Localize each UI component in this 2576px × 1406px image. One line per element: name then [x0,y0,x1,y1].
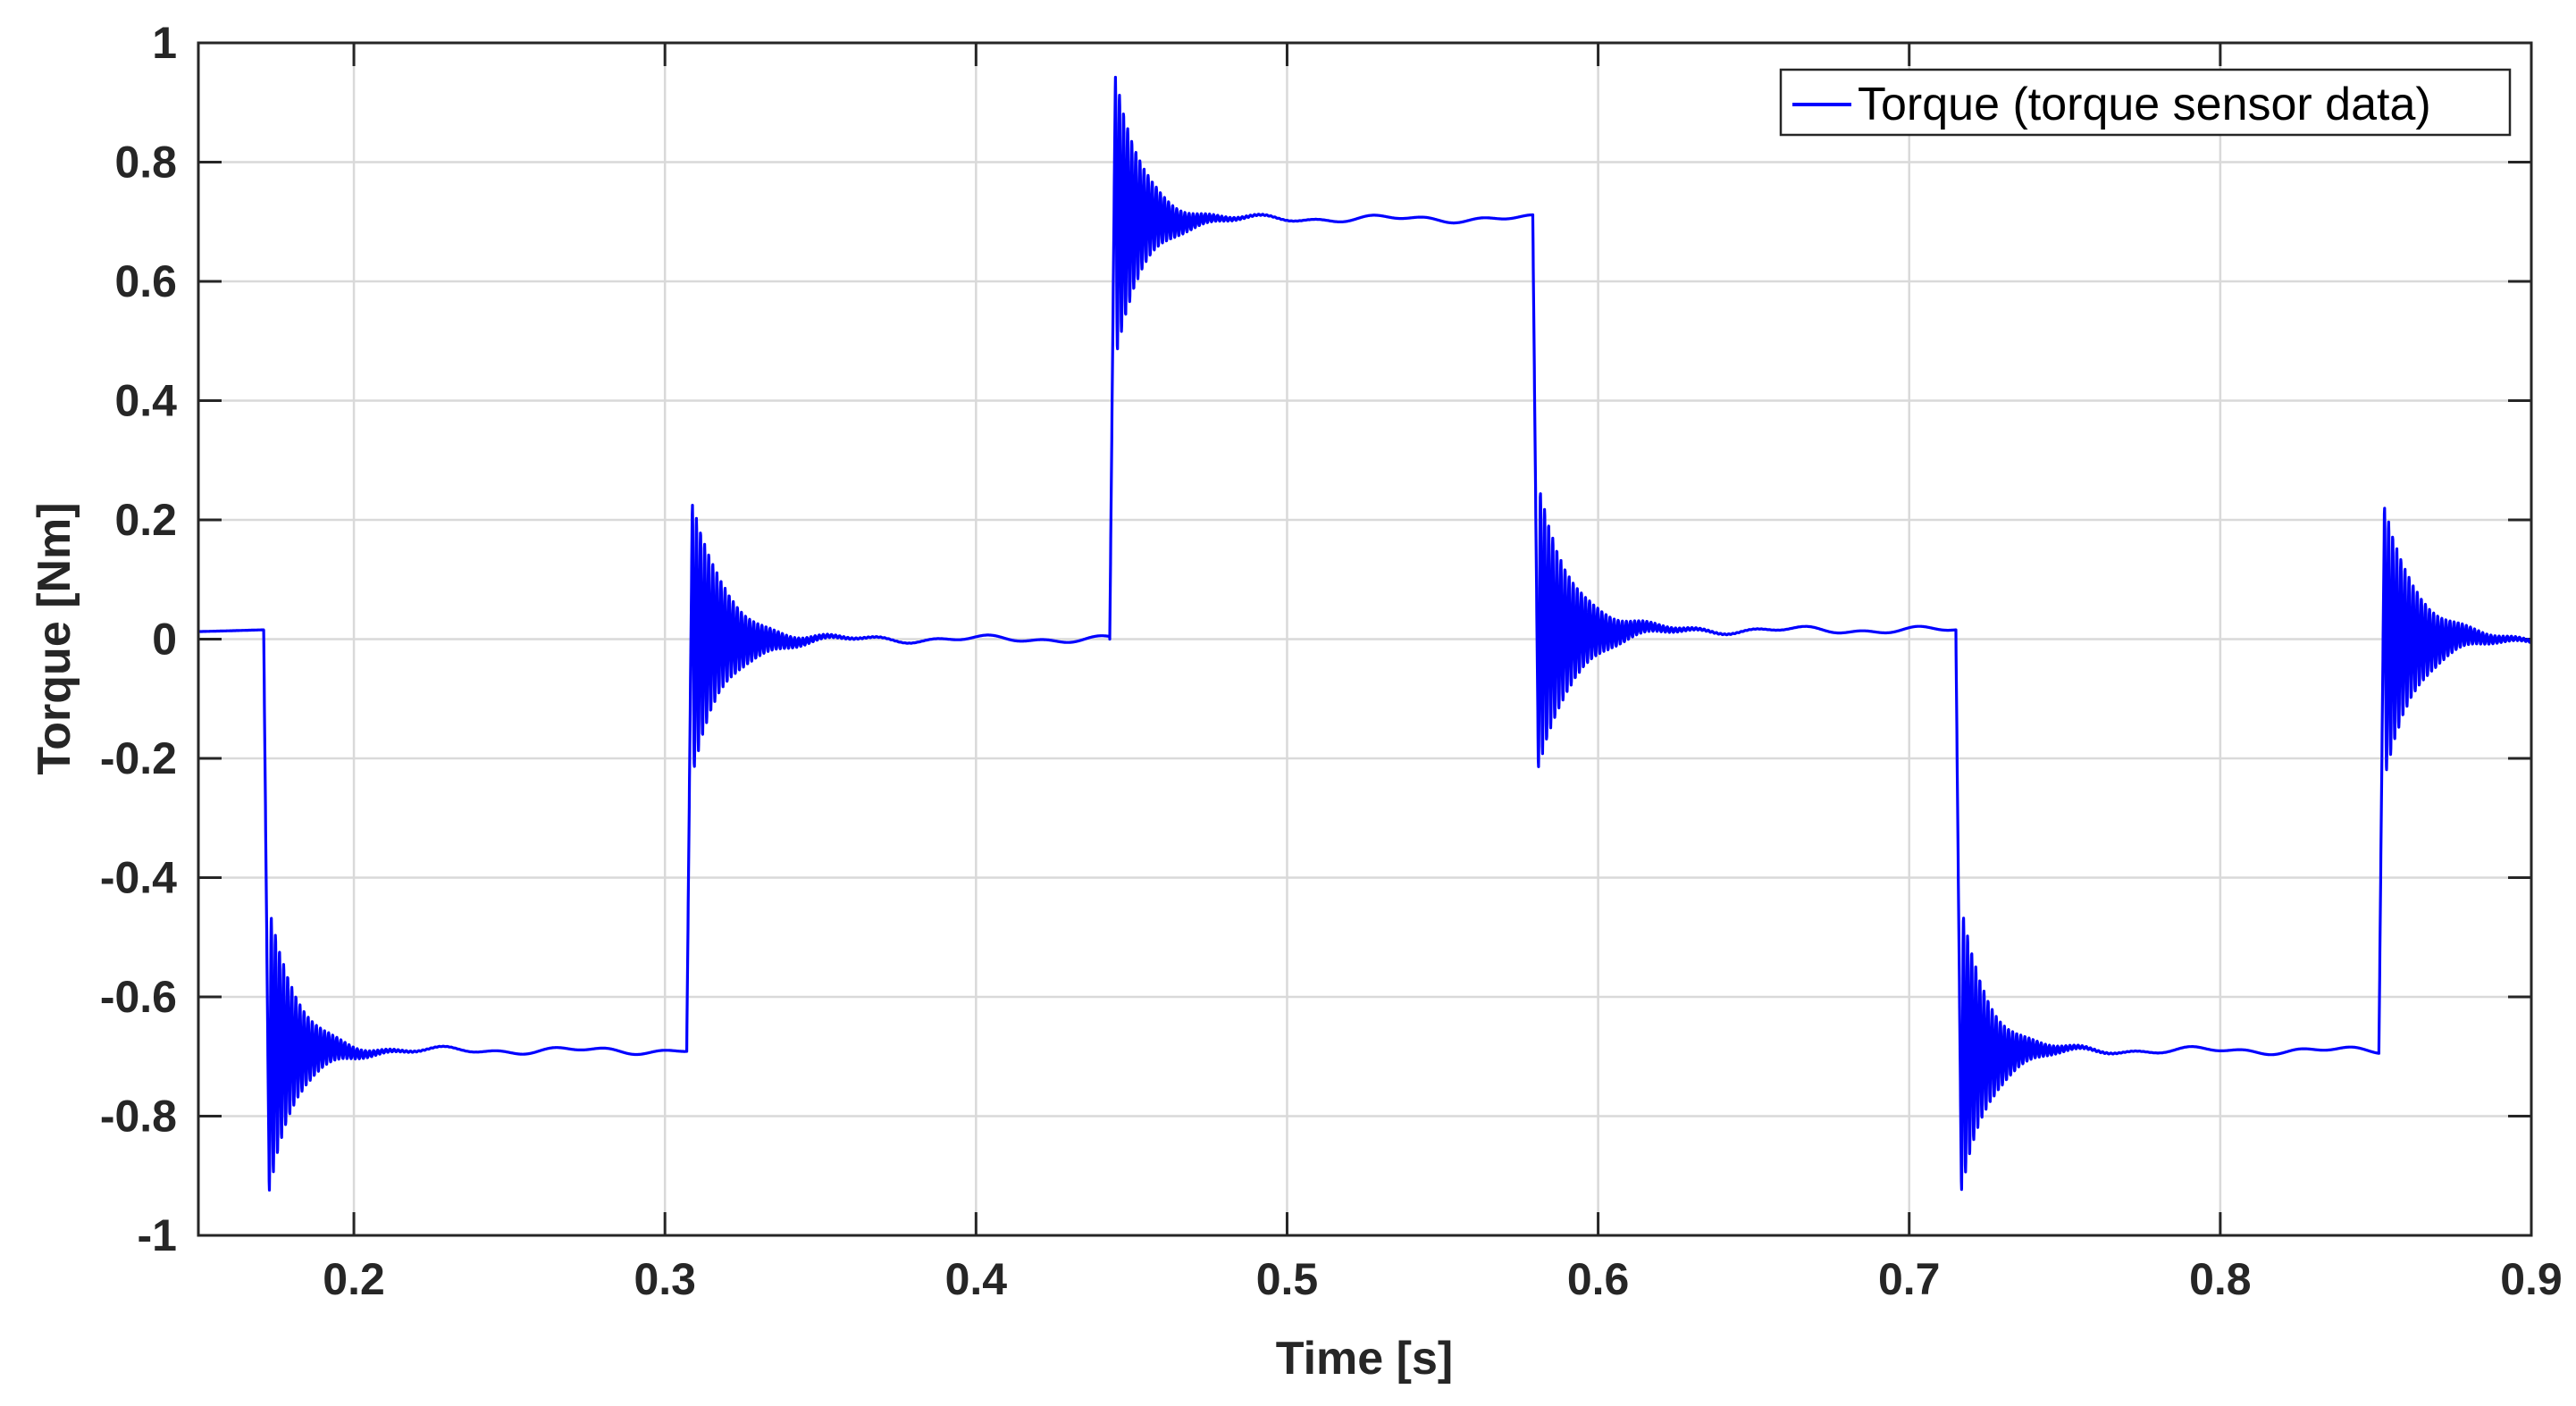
y-tick-label: 0 [152,615,177,665]
y-tick-labels: -1 -0.8 -0.6 -0.4 -0.2 0 0.2 0.4 0.6 0.8 1 [100,18,177,1260]
x-tick-label: 0.9 [2500,1254,2563,1304]
y-tick-label: -0.8 [100,1092,177,1142]
y-tick-label: -0.6 [100,972,177,1022]
x-tick-label: 0.3 [634,1254,696,1304]
y-tick-label: 0.6 [114,256,177,306]
torque-series-line [197,75,2533,1192]
x-tick-label: 0.5 [1256,1254,1319,1304]
plot-frame [197,41,2533,1237]
y-tick-label: -0.2 [100,733,177,783]
x-tick-label: 0.4 [945,1254,1008,1304]
x-tick-labels: 0.2 0.3 0.4 0.5 0.6 0.7 0.8 0.9 [323,1254,2562,1304]
x-tick-label: 0.2 [323,1254,385,1304]
x-tick-label: 0.7 [1878,1254,1941,1304]
y-axis-title: Torque [Nm] [29,502,80,774]
y-tick-label: 0.4 [114,376,177,426]
y-tick-label: 0.2 [114,495,177,545]
y-tick-label: -0.4 [100,853,177,903]
y-tick-label: 1 [152,18,177,68]
x-tick-label: 0.8 [2189,1254,2252,1304]
legend-label: Torque (torque sensor data) [1858,79,2431,130]
legend: Torque (torque sensor data) [1779,68,2512,137]
x-tick-label: 0.6 [1567,1254,1630,1304]
grid-lines [198,43,2531,1235]
y-tick-label: -1 [138,1210,177,1260]
y-tick-label: 0.8 [114,138,177,188]
x-axis-title: Time [s] [1276,1333,1453,1385]
legend-box [1779,68,2512,137]
series-layer [197,75,2533,1192]
